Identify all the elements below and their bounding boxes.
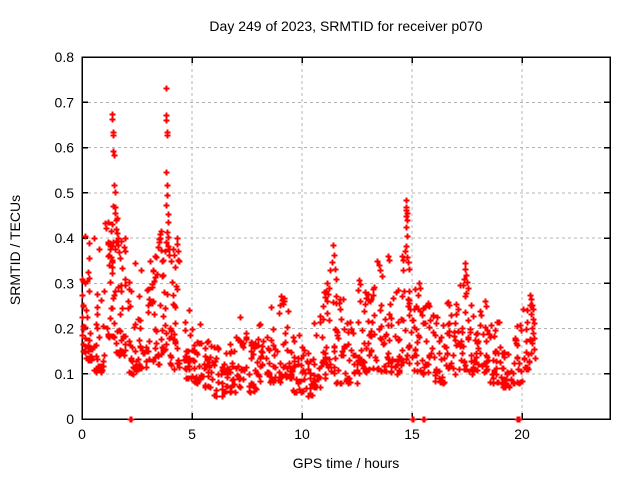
y-tick-label: 0 [66, 411, 74, 427]
y-tick-label: 0.1 [55, 366, 75, 382]
chart-title: Day 249 of 2023, SRMTID for receiver p07… [209, 18, 482, 34]
y-tick-label: 0.6 [55, 140, 75, 156]
x-tick-label: 5 [188, 426, 196, 442]
y-tick-label: 0.2 [55, 321, 75, 337]
x-tick-label: 10 [294, 426, 310, 442]
y-tick-label: 0.3 [55, 275, 75, 291]
x-tick-label: 0 [78, 426, 86, 442]
x-axis-label: GPS time / hours [293, 455, 400, 471]
tick-labels: 0 5 10 15 20 0 0.1 0.2 0.3 0.4 0.5 0.6 0.7 0.8 [55, 49, 530, 442]
y-axis-label: SRMTID / TECUs [7, 195, 23, 305]
x-tick-label: 15 [404, 426, 420, 442]
y-tick-label: 0.8 [55, 49, 75, 65]
y-tick-label: 0.4 [55, 230, 75, 246]
x-tick-label: 20 [514, 426, 530, 442]
plot-border [81, 56, 611, 420]
y-tick-label: 0.5 [55, 185, 75, 201]
data-points-markers [79, 85, 539, 423]
y-tick-label: 0.7 [55, 94, 75, 110]
